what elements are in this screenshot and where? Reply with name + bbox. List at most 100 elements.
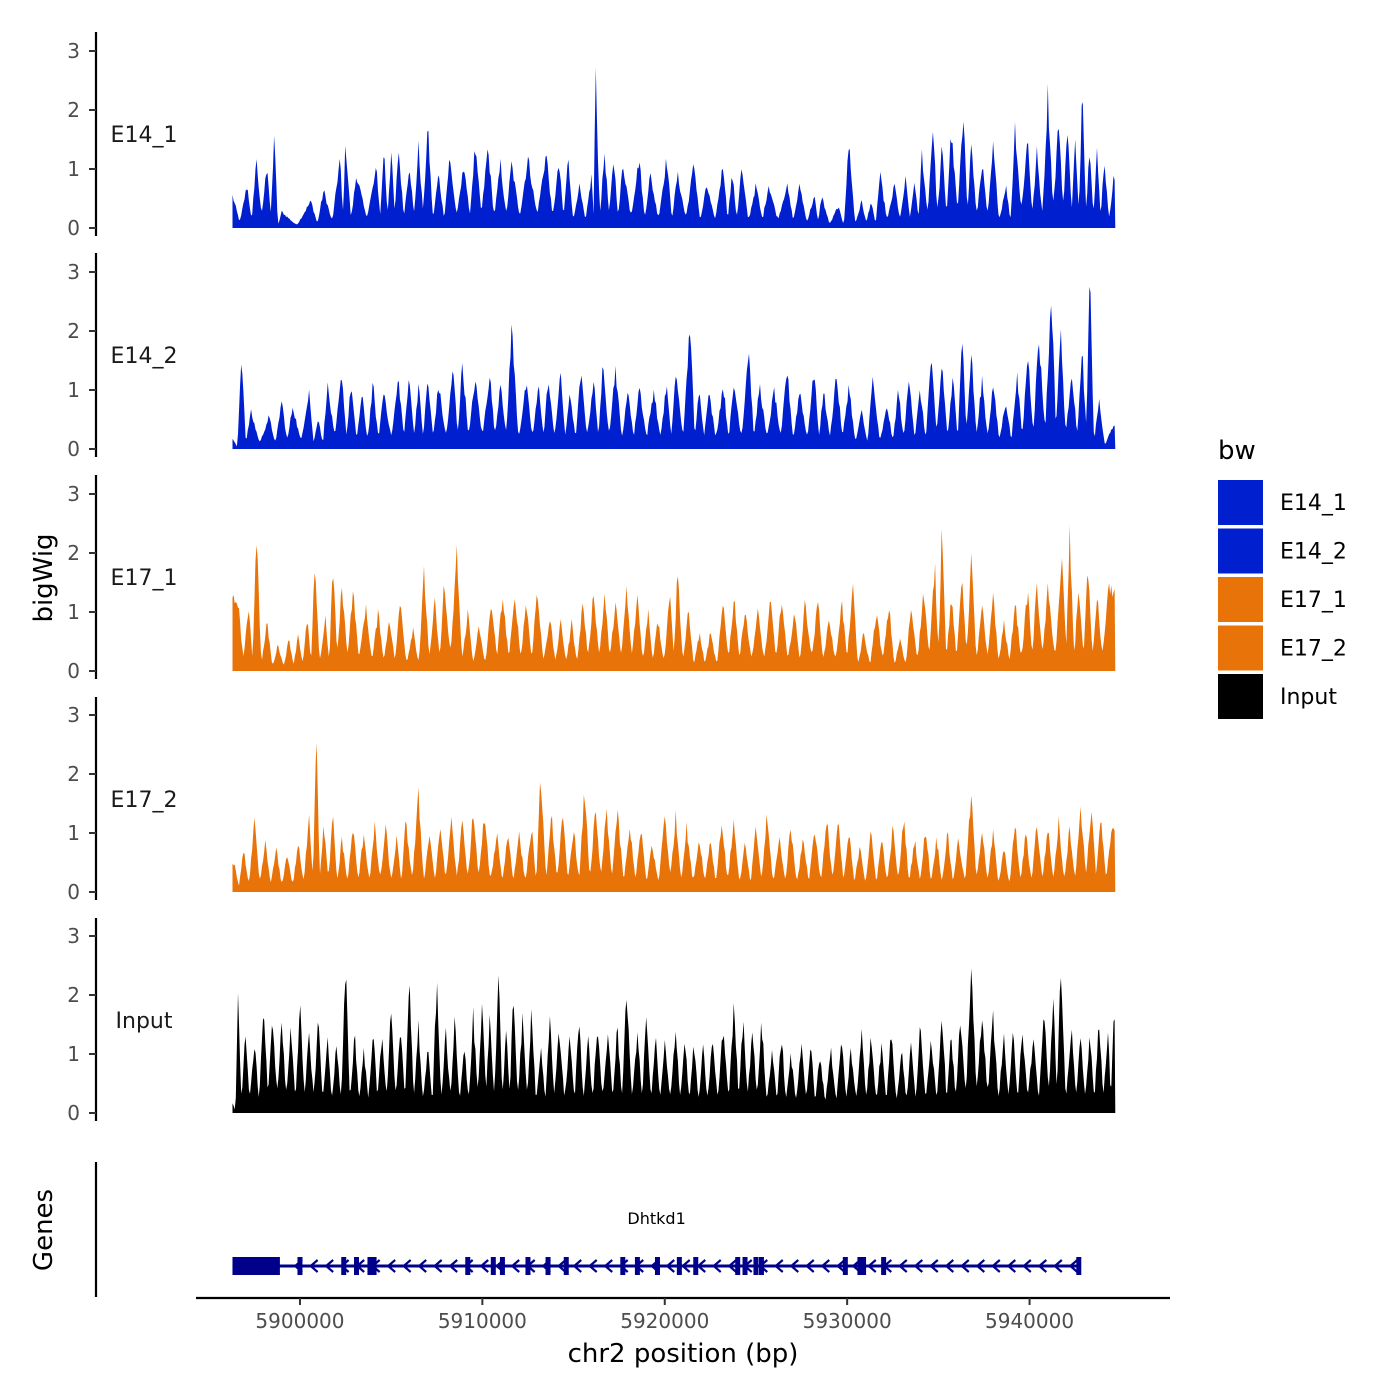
track-label: E17_2 bbox=[111, 788, 178, 813]
gene-exon bbox=[857, 1257, 863, 1275]
genes-track: Genes Dhtkd1 bbox=[29, 1162, 1082, 1297]
gene-exon bbox=[499, 1257, 505, 1275]
legend-label: E17_1 bbox=[1280, 588, 1347, 613]
strand-arrow bbox=[867, 1259, 877, 1273]
legend-swatch bbox=[1218, 625, 1263, 671]
strand-arrow bbox=[820, 1259, 830, 1273]
strand-arrow bbox=[339, 1259, 350, 1273]
y-tick-label: 1 bbox=[67, 1042, 80, 1066]
signal-area-E14_1 bbox=[232, 67, 1116, 228]
gene-exon bbox=[465, 1257, 471, 1275]
gene-exon bbox=[490, 1257, 496, 1275]
legend-item-E17_1: E17_1 bbox=[1218, 577, 1347, 622]
legend-label: E14_1 bbox=[1280, 491, 1347, 516]
strand-arrow bbox=[355, 1259, 365, 1273]
y-tick-label: 2 bbox=[67, 762, 80, 786]
gene-exon bbox=[693, 1257, 699, 1275]
legend-item-Input: Input bbox=[1218, 674, 1337, 719]
strand-arrow bbox=[448, 1259, 458, 1273]
gene-exon bbox=[735, 1257, 741, 1275]
gene-exon bbox=[1076, 1257, 1082, 1275]
gene-exon bbox=[297, 1257, 303, 1275]
track-E17_2: 0 1 2 3 E17_2 bbox=[67, 697, 1116, 904]
signal-area-Input bbox=[232, 968, 1116, 1113]
y-tick-label: 3 bbox=[67, 482, 80, 506]
genes-track-title: Genes bbox=[29, 1189, 59, 1271]
strand-arrow bbox=[557, 1259, 567, 1273]
legend-swatch bbox=[1218, 528, 1263, 574]
x-tick-label: 5940000 bbox=[985, 1309, 1074, 1333]
gene-exon bbox=[861, 1257, 867, 1275]
strand-arrow bbox=[665, 1259, 675, 1273]
x-axis-title: chr2 position (bp) bbox=[568, 1339, 799, 1369]
strand-arrow bbox=[960, 1259, 970, 1273]
legend-swatch bbox=[1218, 480, 1263, 525]
strand-arrow bbox=[324, 1259, 334, 1273]
track-label: Input bbox=[116, 1009, 173, 1034]
y-tick-label: 1 bbox=[67, 157, 80, 181]
strand-arrow bbox=[463, 1259, 474, 1273]
legend-swatch bbox=[1218, 674, 1263, 719]
strand-arrow bbox=[401, 1259, 412, 1273]
strand-arrow bbox=[1068, 1259, 1079, 1273]
track-E14_2: 0 1 2 3 E14_2 bbox=[67, 253, 1116, 461]
legend-label: E14_2 bbox=[1280, 540, 1347, 565]
x-tick-label: 5920000 bbox=[620, 1309, 709, 1333]
signal-tracks: 0 1 2 3 E14_1 0 1 2 3 E14_2 0 1 2 3 E17_1 0 1 2 3 E17_2 0 1 2 3… bbox=[67, 32, 1116, 1125]
y-tick-label: 0 bbox=[67, 659, 80, 683]
strand-arrow bbox=[991, 1259, 1001, 1273]
strand-arrow bbox=[572, 1259, 582, 1273]
track-label: E14_1 bbox=[111, 123, 178, 148]
strand-arrow bbox=[758, 1259, 768, 1273]
strand-arrow bbox=[882, 1259, 893, 1273]
x-axis: 5900000 5910000 5920000 5930000 5940000 chr2… bbox=[196, 1296, 1170, 1369]
gene-exon bbox=[563, 1257, 569, 1275]
y-tick-label: 3 bbox=[67, 260, 80, 284]
strand-arrow bbox=[712, 1259, 722, 1273]
strand-arrow bbox=[836, 1259, 846, 1273]
track-E17_1: 0 1 2 3 E17_1 bbox=[67, 475, 1116, 683]
gene-exon bbox=[545, 1257, 551, 1275]
y-tick-label: 2 bbox=[67, 319, 80, 343]
x-tick-label: 5900000 bbox=[255, 1309, 344, 1333]
strand-arrow bbox=[1006, 1259, 1017, 1273]
y-tick-label: 2 bbox=[67, 98, 80, 122]
y-tick-label: 3 bbox=[67, 703, 80, 727]
y-tick-label: 0 bbox=[67, 880, 80, 904]
strand-arrow bbox=[1022, 1259, 1032, 1273]
legend: bw E14_1 E14_2 E17_1 E17_2 Input bbox=[1218, 436, 1347, 719]
strand-arrow bbox=[1053, 1259, 1063, 1273]
y-tick-label: 1 bbox=[67, 821, 80, 845]
strand-arrow bbox=[370, 1259, 381, 1273]
strand-arrow bbox=[432, 1259, 443, 1273]
strand-arrow bbox=[541, 1259, 551, 1273]
y-tick-label: 3 bbox=[67, 39, 80, 63]
y-tick-label: 0 bbox=[67, 1101, 80, 1125]
y-tick-label: 1 bbox=[67, 378, 80, 402]
signal-area-E17_1 bbox=[232, 524, 1116, 671]
y-tick-label: 0 bbox=[67, 437, 80, 461]
strand-arrow bbox=[696, 1259, 706, 1273]
strand-arrow bbox=[588, 1259, 598, 1273]
strand-arrow bbox=[510, 1259, 520, 1273]
track-label: E17_1 bbox=[111, 566, 178, 591]
gene-exon bbox=[341, 1257, 347, 1275]
legend-item-E17_2: E17_2 bbox=[1218, 625, 1347, 671]
legend-item-E14_2: E14_2 bbox=[1218, 528, 1347, 574]
legend-items: E14_1 E14_2 E17_1 E17_2 Input bbox=[1218, 480, 1347, 719]
gene-exon-block bbox=[232, 1257, 280, 1275]
gene-model bbox=[232, 1257, 1082, 1275]
gene-exon bbox=[753, 1257, 759, 1275]
legend-label: Input bbox=[1280, 685, 1337, 710]
x-tick-label: 5930000 bbox=[803, 1309, 892, 1333]
track-Input: 0 1 2 3 Input bbox=[67, 918, 1116, 1125]
y-tick-label: 0 bbox=[67, 216, 80, 240]
strand-arrow bbox=[898, 1259, 908, 1273]
legend-title: bw bbox=[1218, 436, 1256, 466]
gene-exon bbox=[620, 1257, 626, 1275]
strand-arrow bbox=[293, 1259, 303, 1273]
strand-arrow bbox=[929, 1259, 939, 1273]
strand-arrow bbox=[526, 1259, 536, 1273]
strand-arrow bbox=[805, 1259, 815, 1273]
